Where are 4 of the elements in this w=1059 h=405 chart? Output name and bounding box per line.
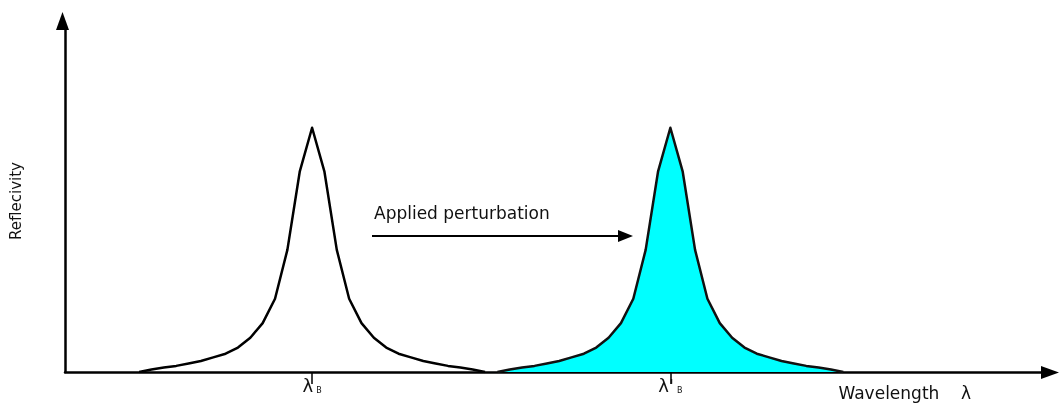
- x-tick-label: λ'B: [658, 374, 683, 396]
- annotation: Applied perturbation: [374, 202, 550, 223]
- y-axis-title: Reflecivity: [6, 161, 25, 240]
- x-axis-title: Wavelength λ: [838, 382, 972, 403]
